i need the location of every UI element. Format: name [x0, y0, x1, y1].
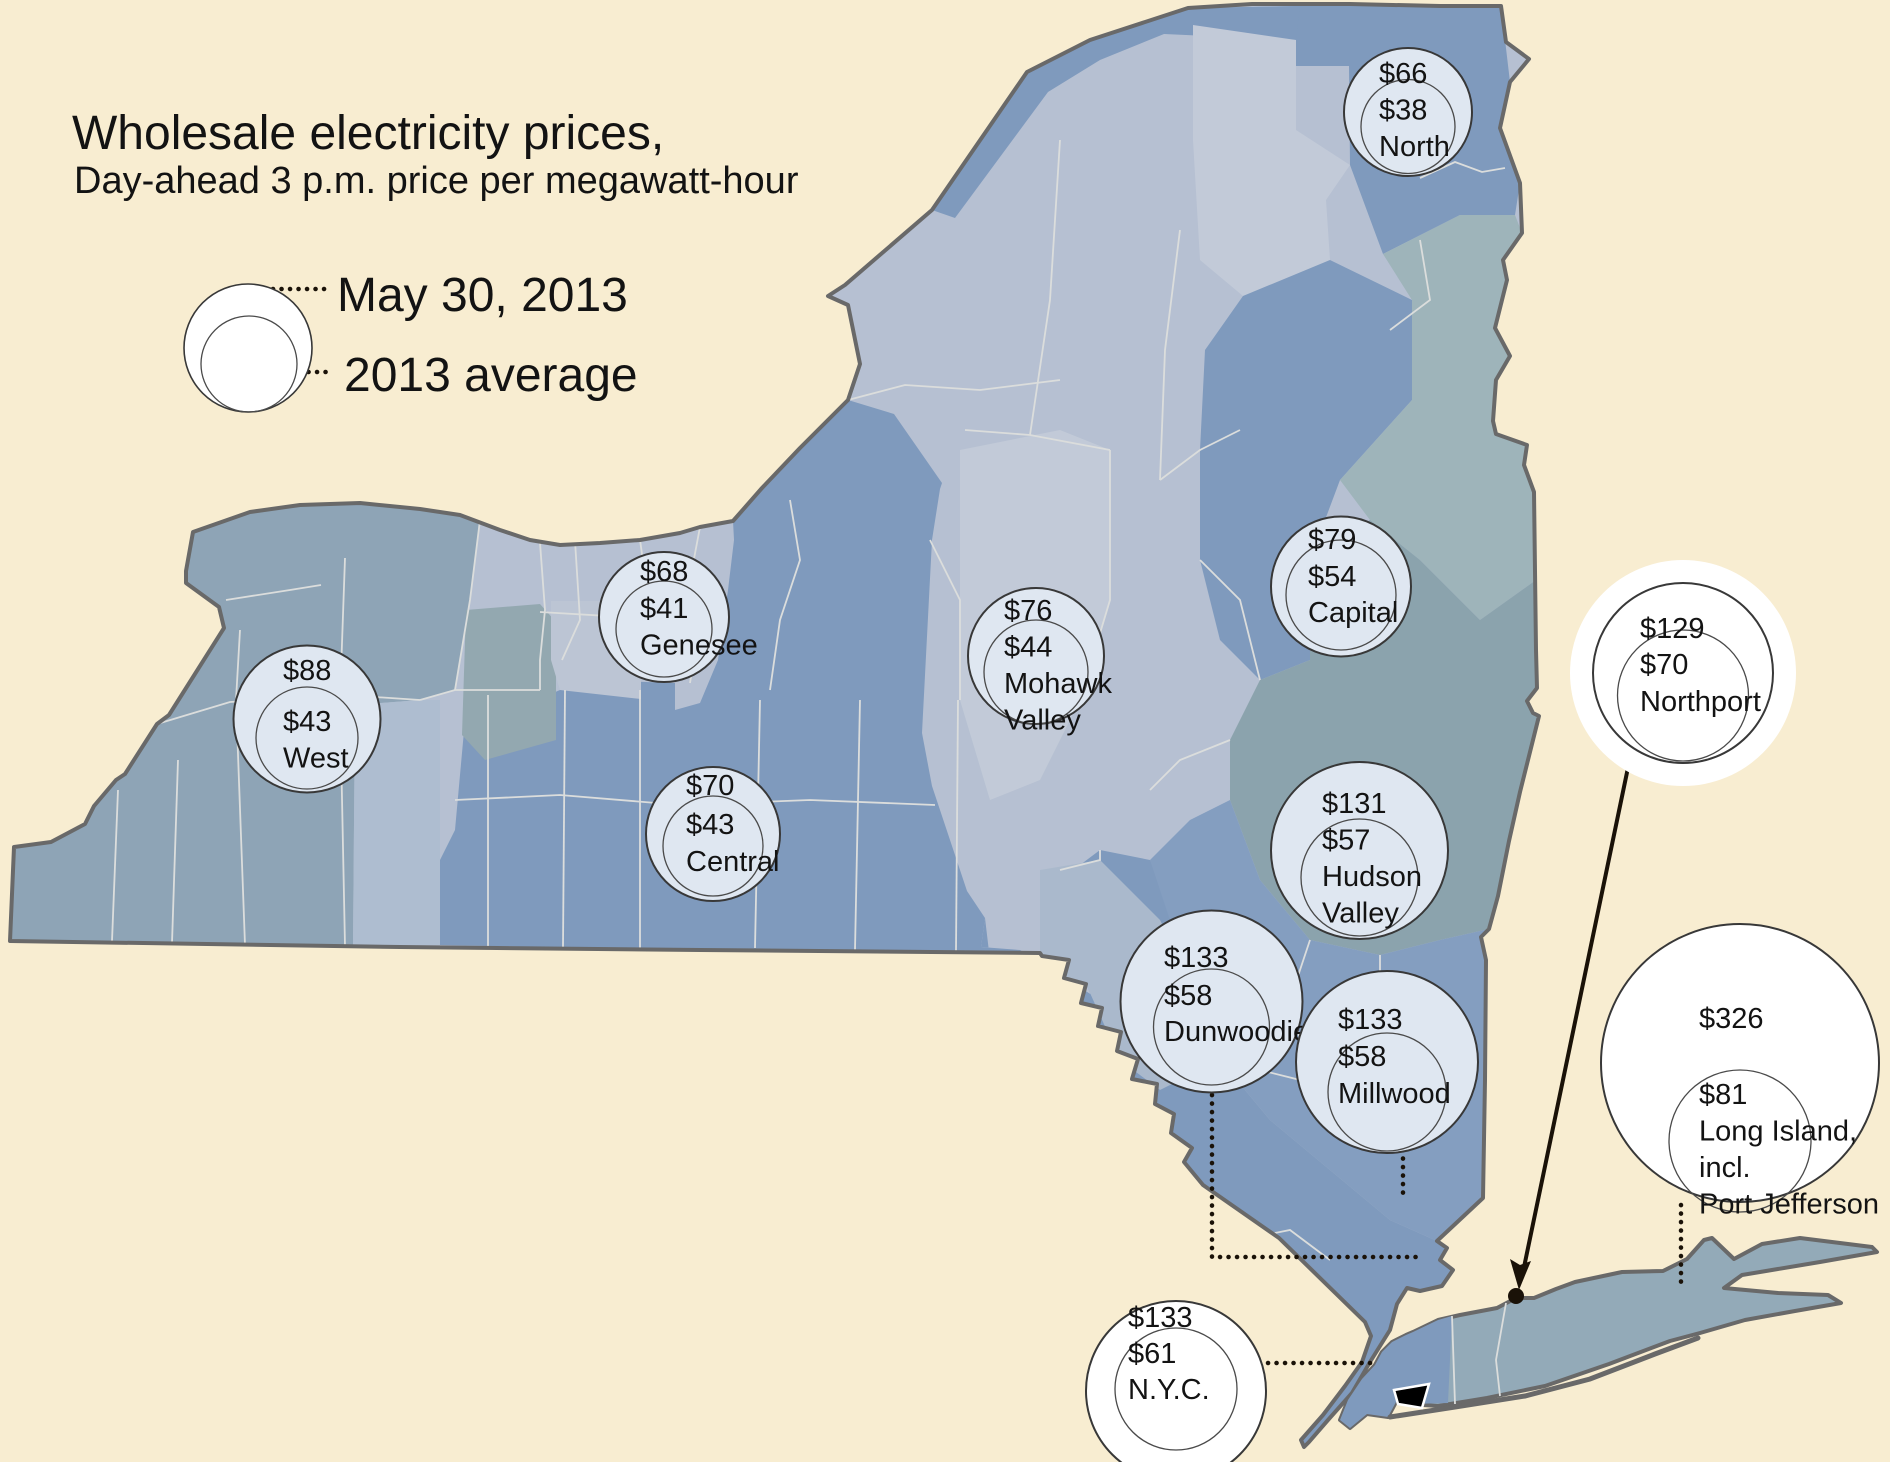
svg-text:Port Jefferson: Port Jefferson	[1699, 1189, 1879, 1221]
svg-text:N.Y.C.: N.Y.C.	[1128, 1374, 1210, 1406]
svg-text:$44: $44	[1004, 632, 1052, 664]
svg-text:$131: $131	[1322, 788, 1387, 820]
svg-text:Long Island,: Long Island,	[1699, 1116, 1857, 1148]
svg-text:$57: $57	[1322, 825, 1370, 857]
svg-text:Valley: Valley	[1004, 705, 1081, 737]
svg-text:Northport: Northport	[1640, 686, 1761, 718]
svg-text:$58: $58	[1164, 980, 1212, 1012]
svg-text:$66: $66	[1379, 58, 1427, 90]
svg-text:$81: $81	[1699, 1079, 1747, 1111]
svg-text:Dunwoodie: Dunwoodie	[1164, 1016, 1309, 1048]
svg-text:$133: $133	[1338, 1004, 1403, 1036]
svg-text:$326: $326	[1699, 1003, 1764, 1035]
svg-text:$41: $41	[640, 593, 688, 625]
svg-text:Mohawk: Mohawk	[1004, 668, 1112, 700]
svg-text:West: West	[283, 743, 349, 775]
svg-text:$58: $58	[1338, 1041, 1386, 1073]
svg-text:$54: $54	[1308, 561, 1356, 593]
svg-text:$133: $133	[1128, 1302, 1193, 1334]
svg-text:$43: $43	[686, 809, 734, 841]
svg-text:$38: $38	[1379, 95, 1427, 127]
svg-text:Day-ahead 3 p.m. price per meg: Day-ahead 3 p.m. price per megawatt-hour	[74, 160, 799, 202]
svg-text:$133: $133	[1164, 942, 1229, 974]
svg-text:$79: $79	[1308, 524, 1356, 556]
svg-text:$76: $76	[1004, 595, 1052, 627]
svg-text:$129: $129	[1640, 613, 1705, 645]
svg-text:Central: Central	[686, 846, 780, 878]
svg-text:May 30, 2013: May 30, 2013	[337, 269, 628, 322]
svg-text:$43: $43	[283, 706, 331, 738]
svg-text:Wholesale electricity prices,: Wholesale electricity prices,	[72, 107, 664, 160]
svg-text:$70: $70	[1640, 649, 1688, 681]
svg-text:$70: $70	[686, 770, 734, 802]
svg-text:$68: $68	[640, 556, 688, 588]
svg-text:North: North	[1379, 131, 1450, 163]
svg-text:incl.: incl.	[1699, 1152, 1751, 1184]
svg-text:$61: $61	[1128, 1338, 1176, 1370]
svg-text:Genesee: Genesee	[640, 630, 758, 662]
svg-text:2013 average: 2013 average	[344, 349, 638, 402]
svg-text:Valley: Valley	[1322, 898, 1399, 930]
svg-text:Capital: Capital	[1308, 597, 1398, 629]
svg-text:Millwood: Millwood	[1338, 1078, 1451, 1110]
svg-text:Hudson: Hudson	[1322, 861, 1422, 893]
svg-text:$88: $88	[283, 655, 331, 687]
